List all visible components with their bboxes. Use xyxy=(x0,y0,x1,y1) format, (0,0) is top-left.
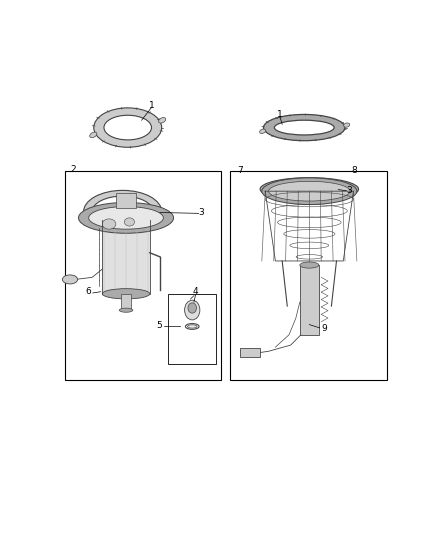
Ellipse shape xyxy=(262,178,357,205)
Bar xyxy=(300,265,319,335)
Ellipse shape xyxy=(102,289,150,299)
Bar xyxy=(230,171,387,380)
Bar xyxy=(116,193,136,207)
Text: 8: 8 xyxy=(351,166,357,175)
Ellipse shape xyxy=(188,303,197,313)
Ellipse shape xyxy=(84,190,162,233)
Ellipse shape xyxy=(90,132,97,138)
Text: 9: 9 xyxy=(321,324,327,333)
Ellipse shape xyxy=(300,262,319,268)
Ellipse shape xyxy=(78,203,173,233)
Ellipse shape xyxy=(270,183,348,196)
Bar xyxy=(65,171,221,380)
Ellipse shape xyxy=(260,129,265,133)
Text: 3: 3 xyxy=(346,186,352,195)
Text: 1: 1 xyxy=(277,109,283,118)
Bar xyxy=(240,349,260,358)
Ellipse shape xyxy=(88,207,163,229)
Text: 6: 6 xyxy=(85,287,91,296)
Text: 2: 2 xyxy=(70,165,75,174)
Ellipse shape xyxy=(344,123,350,127)
Ellipse shape xyxy=(124,218,134,226)
Ellipse shape xyxy=(94,108,162,147)
Ellipse shape xyxy=(185,324,199,329)
Text: 1: 1 xyxy=(148,101,154,109)
Ellipse shape xyxy=(268,181,350,201)
Ellipse shape xyxy=(104,115,152,140)
Bar xyxy=(121,294,131,310)
Ellipse shape xyxy=(159,117,166,123)
Ellipse shape xyxy=(62,275,78,284)
Ellipse shape xyxy=(260,177,359,200)
Text: 5: 5 xyxy=(156,321,162,330)
Ellipse shape xyxy=(274,120,334,135)
Ellipse shape xyxy=(119,308,133,312)
Ellipse shape xyxy=(92,196,153,227)
Ellipse shape xyxy=(187,325,197,328)
Text: 3: 3 xyxy=(198,208,204,217)
Text: 7: 7 xyxy=(237,166,243,175)
Bar xyxy=(102,220,150,294)
Ellipse shape xyxy=(264,115,345,141)
Bar xyxy=(169,294,216,364)
Text: 4: 4 xyxy=(193,287,198,296)
Ellipse shape xyxy=(184,300,200,320)
Ellipse shape xyxy=(102,219,116,229)
